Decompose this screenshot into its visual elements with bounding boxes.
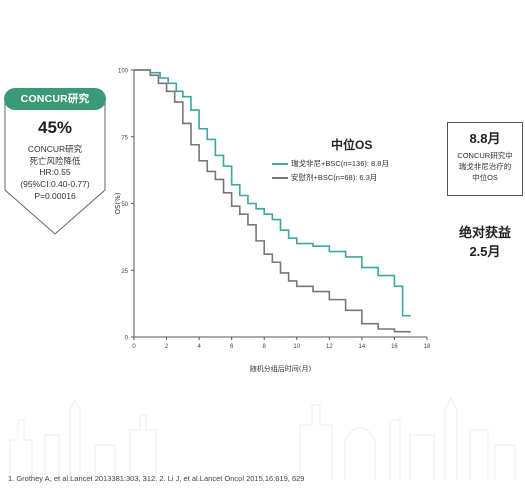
callout-line-hr: HR:0.55 <box>39 167 71 177</box>
x-tick-label: 14 <box>359 344 366 350</box>
x-axis-label: 随机分组后时间(月) <box>250 364 312 373</box>
x-tick-label: 12 <box>326 344 333 350</box>
series-line-placebo <box>134 69 411 333</box>
legend-swatch-placebo <box>272 177 288 180</box>
legend-label-regorafenib: 瑞戈非尼+BSC(n=136): 8.8月 <box>291 159 389 168</box>
callout-line-p: P=0.00016 <box>34 191 76 201</box>
os-survival-chart: 0 25 50 75 100 0 2 4 6 8 10 12 14 16 18 随机分组后时间(月) OS(%) <box>114 69 431 374</box>
callout-line-risk: 死亡风险降低 <box>29 156 81 166</box>
footnote-references: 1. Grothey A, et al.Lancet 2013381:303, … <box>8 474 305 483</box>
y-tick-label: 25 <box>121 269 128 275</box>
median-os-desc-2: 瑞戈非尼治疗的 <box>458 162 512 171</box>
x-tick-label: 8 <box>263 344 267 350</box>
median-os-desc-3: 中位OS <box>472 173 498 182</box>
y-tick-label: 75 <box>121 135 128 141</box>
absolute-benefit-value: 2.5月 <box>469 244 501 259</box>
median-os-box <box>447 122 523 196</box>
risk-reduction-percent: 45% <box>37 118 73 137</box>
callout-line-ci: (95%CI:0.40-0.77) <box>20 179 90 189</box>
median-os-value: 8.8月 <box>469 131 501 146</box>
y-tick-label: 50 <box>121 202 128 208</box>
x-tick-label: 2 <box>165 344 169 350</box>
x-tick-label: 18 <box>424 344 431 350</box>
legend-item-placebo: 安慰剂+BSC(n=68): 6.3月 <box>272 172 377 183</box>
chart-title: 中位OS <box>331 138 373 152</box>
skyline-decoration <box>9 396 516 480</box>
x-tick-label: 10 <box>293 344 300 350</box>
x-tick-label: 6 <box>230 344 234 350</box>
x-tick-label: 16 <box>391 344 398 350</box>
y-axis-label: OS(%) <box>114 192 122 214</box>
legend-swatch-regorafenib <box>272 163 288 166</box>
series-line-regorafenib <box>134 69 411 317</box>
median-os-desc-1: CONCUR研究中 <box>457 151 513 160</box>
study-badge: CONCUR研究 <box>20 93 90 105</box>
hr-callout-shape <box>4 88 106 235</box>
callout-line-study: CONCUR研究 <box>27 144 83 154</box>
y-tick-label: 0 <box>125 336 129 342</box>
y-tick-label: 100 <box>118 69 129 75</box>
x-tick-label: 4 <box>197 344 201 350</box>
legend-label-placebo: 安慰剂+BSC(n=68): 6.3月 <box>291 173 378 182</box>
x-tick-label: 0 <box>132 344 136 350</box>
legend-item-regorafenib: 瑞戈非尼+BSC(n=136): 8.8月 <box>272 158 389 169</box>
absolute-benefit-label: 绝对获益 <box>458 225 511 240</box>
